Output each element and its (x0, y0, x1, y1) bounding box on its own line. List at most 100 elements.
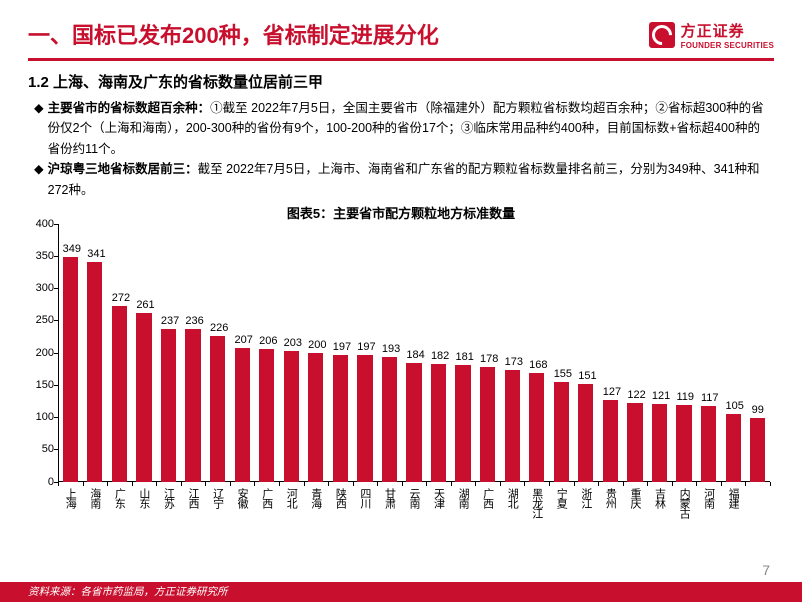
bar: 272 (112, 306, 127, 481)
bar-value-label: 117 (701, 392, 716, 404)
x-tick-label: 重庆 (627, 488, 643, 508)
bar: 193 (382, 357, 397, 481)
bar: 182 (431, 364, 446, 481)
y-tick-label: 100 (28, 411, 54, 423)
x-tick-label: 黑龙江 (529, 488, 545, 518)
bar: 121 (652, 404, 667, 482)
bar-value-label: 200 (308, 339, 323, 351)
y-tick-label: 250 (28, 314, 54, 326)
x-tick-label: 广西 (480, 488, 496, 508)
bar: 349 (63, 257, 78, 482)
body-text: ◆主要省市的省标数超百余种：①截至 2022年7月5日，全国主要省市（除福建外）… (0, 98, 802, 201)
x-tick-label: 吉林 (652, 488, 668, 508)
brand-logo-en: FOUNDER SECURITIES (681, 41, 774, 50)
x-tick-label: 河南 (701, 488, 717, 508)
y-tick-label: 50 (28, 443, 54, 455)
x-tick-label: 天津 (431, 488, 447, 508)
x-tick-label: 广西 (259, 488, 275, 508)
x-tick-label: 浙江 (578, 488, 594, 508)
bar: 200 (308, 353, 323, 482)
bar-value-label: 151 (578, 370, 593, 382)
bar: 155 (554, 382, 569, 482)
bar: 168 (529, 373, 544, 481)
bar-value-label: 119 (676, 391, 691, 403)
footer-source: 资料来源：各省市药监局，方正证券研究所 (0, 582, 802, 602)
x-tick-label: 青海 (308, 488, 324, 508)
bar: 178 (480, 367, 495, 482)
x-tick-label: 福建 (725, 488, 741, 508)
bar-value-label: 121 (652, 390, 667, 402)
bar-value-label: 99 (750, 404, 765, 416)
x-tick-label: 江苏 (160, 488, 176, 508)
bullet-item: ◆沪琼粤三地省标数居前三：截至 2022年7月5日，上海市、海南省和广东省的配方… (34, 159, 768, 200)
x-tick-label: 江西 (185, 488, 201, 508)
bar: 237 (161, 329, 176, 482)
bar: 236 (185, 329, 200, 481)
bar-value-label: 226 (210, 322, 225, 334)
page-number: 7 (762, 562, 770, 578)
bar-value-label: 182 (431, 350, 446, 362)
bar-value-label: 122 (627, 389, 642, 401)
bar-value-label: 237 (161, 315, 176, 327)
bar-value-label: 155 (554, 368, 569, 380)
bar-value-label: 193 (382, 343, 397, 355)
x-tick-label: 内蒙古 (676, 488, 692, 518)
y-tick-label: 350 (28, 250, 54, 262)
x-tick-label: 甘肃 (381, 488, 397, 508)
x-tick-label: 云南 (406, 488, 422, 508)
bar: 226 (210, 336, 225, 482)
bar: 181 (455, 365, 470, 482)
bar-value-label: 197 (357, 341, 372, 353)
x-tick-label: 宁夏 (553, 488, 569, 508)
bar: 261 (136, 313, 151, 481)
y-tick-label: 300 (28, 282, 54, 294)
x-tick-label: 湖北 (504, 488, 520, 508)
bar: 122 (627, 403, 642, 482)
bar-value-label: 178 (480, 353, 495, 365)
bar-value-label: 184 (406, 349, 421, 361)
bar-value-label: 203 (284, 337, 299, 349)
bar-value-label: 207 (235, 334, 250, 346)
brand-logo-icon (649, 22, 675, 48)
bar: 207 (235, 348, 250, 482)
bar: 184 (406, 363, 421, 482)
x-tick-label: 上海 (62, 488, 78, 508)
x-tick-label: 海南 (87, 488, 103, 508)
bullet-item: ◆主要省市的省标数超百余种：①截至 2022年7月5日，全国主要省市（除福建外）… (34, 98, 768, 160)
x-tick-label: 湖南 (455, 488, 471, 508)
bar: 203 (284, 351, 299, 482)
chart-bars: 349 341 272 261 237 236 226 207 206 203 200 197 197 1… (58, 224, 770, 482)
x-tick-label: 贵州 (602, 488, 618, 508)
bar-chart: 349 341 272 261 237 236 226 207 206 203 200 197 197 1… (28, 224, 774, 512)
bar-value-label: 341 (87, 248, 102, 260)
y-tick-label: 0 (28, 476, 54, 488)
y-tick-label: 150 (28, 379, 54, 391)
bar-value-label: 272 (112, 292, 127, 304)
bar-value-label: 236 (185, 315, 200, 327)
bar: 197 (357, 355, 372, 482)
page-title: 一、国标已发布200种，省标制定进展分化 (28, 18, 439, 50)
bar-value-label: 181 (455, 351, 470, 363)
section-subtitle: 1.2 上海、海南及广东的省标数量位居前三甲 (0, 61, 802, 98)
x-tick-label: 广东 (111, 488, 127, 508)
bar: 197 (333, 355, 348, 482)
bar: 173 (505, 370, 520, 482)
y-tick-label: 400 (28, 218, 54, 230)
bar: 117 (701, 406, 716, 481)
brand-logo: 方正证券 FOUNDER SECURITIES (649, 20, 774, 50)
bar-value-label: 105 (726, 400, 741, 412)
bar-value-label: 168 (529, 359, 544, 371)
bar: 99 (750, 418, 765, 482)
x-tick-label: 陕西 (332, 488, 348, 508)
brand-logo-cn: 方正证券 (681, 20, 774, 41)
bar-value-label: 206 (259, 335, 274, 347)
bar: 105 (726, 414, 741, 482)
bar-value-label: 197 (333, 341, 348, 353)
x-tick-label: 山东 (136, 488, 152, 508)
x-tick-label: 辽宁 (210, 488, 226, 508)
bar: 127 (603, 400, 618, 482)
bar: 151 (578, 384, 593, 481)
x-tick-label: 河北 (283, 488, 299, 508)
bar-value-label: 173 (505, 356, 520, 368)
bar: 206 (259, 349, 274, 482)
